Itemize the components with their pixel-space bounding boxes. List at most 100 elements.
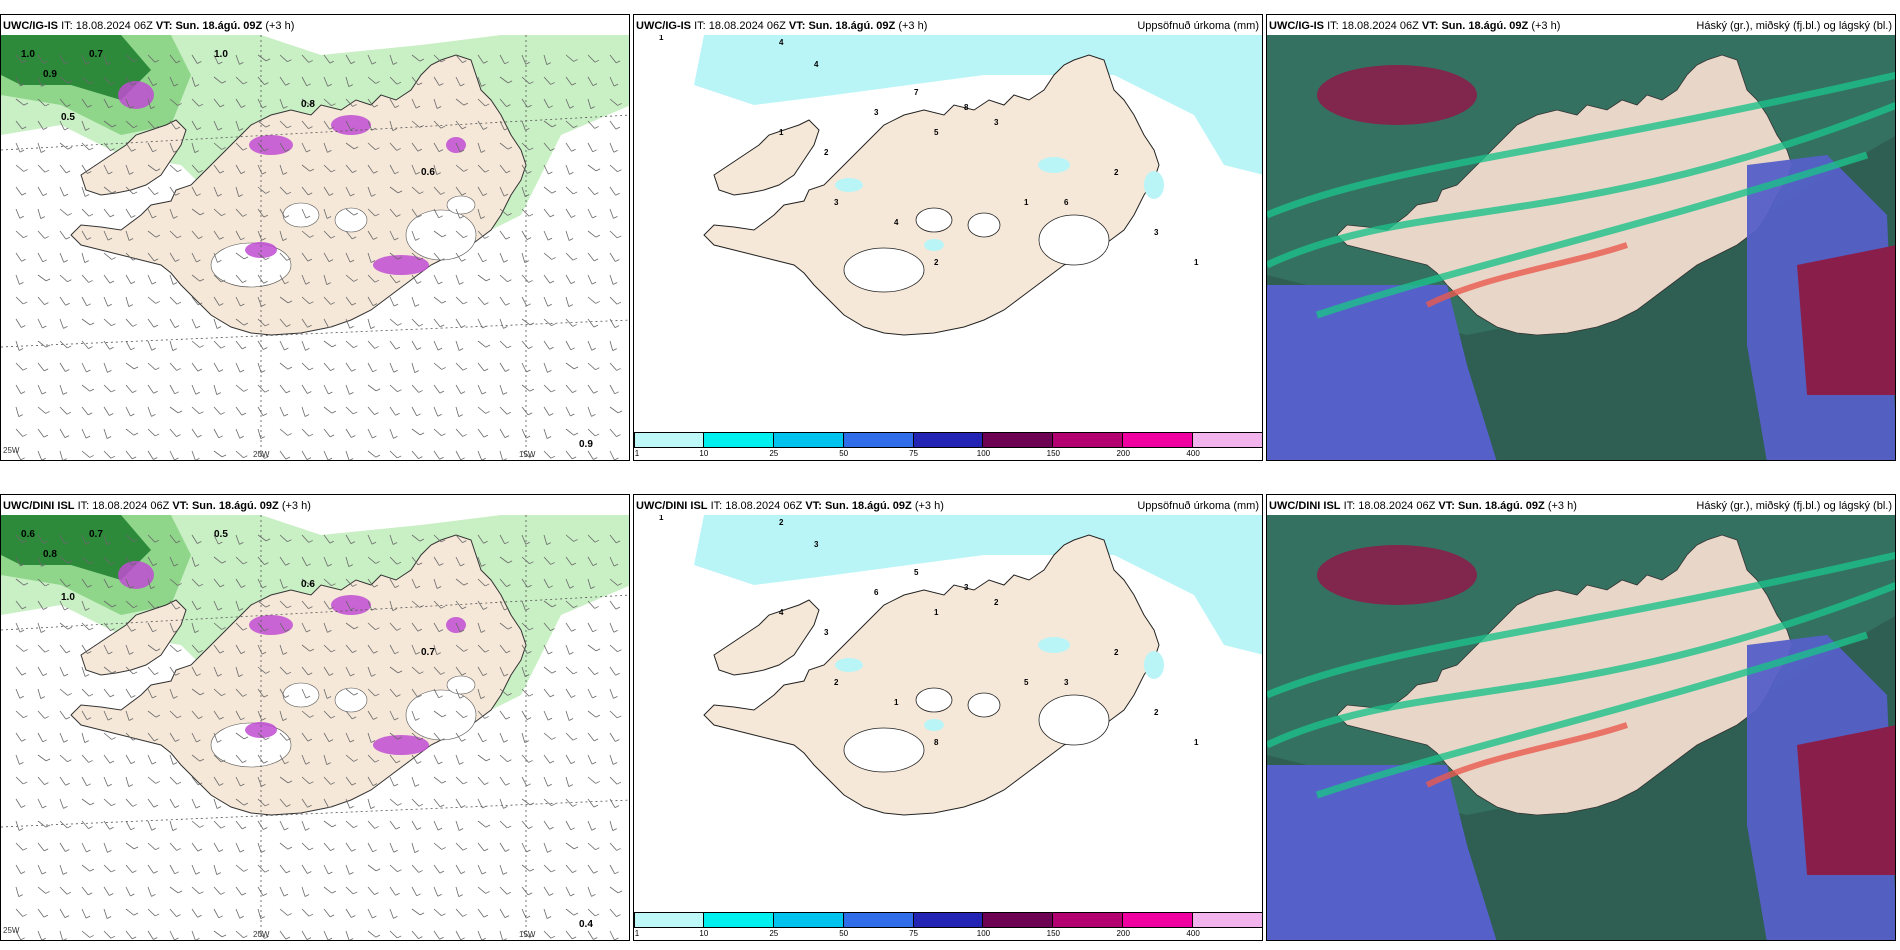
wind-barb [125,318,133,327]
wind-barb-feather [132,870,137,874]
wind-barb [411,428,421,436]
wind-barb [521,252,526,263]
wind-barb [279,842,289,850]
wind-barb [59,252,65,263]
wind-barb-feather [549,893,554,896]
wind-barb-feather [129,105,134,109]
wind-barb [235,930,244,938]
wind-barb [147,908,156,917]
wind-barb [103,428,108,439]
wind-barb-feather [568,304,573,307]
wind-barb-feather [195,391,200,395]
wind-barb [81,340,89,349]
field-value-label: 0.7 [89,529,103,540]
wind-barb [59,296,66,306]
wind-barb [455,54,463,63]
wind-barb-feather [440,738,445,742]
wind-barb-feather [265,257,270,261]
wind-barb [477,886,486,894]
high-cloud-dense [1797,245,1895,395]
wind-barb-feather [283,586,288,589]
wind-barb-feather [263,280,268,284]
wind-barb [191,54,198,64]
wind-barb-feather [570,281,576,285]
wind-barb-feather [550,455,556,459]
wind-barb-feather [107,850,112,853]
wind-barb [301,252,309,262]
wind-barb [169,908,177,917]
colorbar-swatch [1193,432,1262,448]
wind-barb-feather [264,456,269,459]
wind-barb [59,754,68,762]
wind-barb [257,732,266,740]
wind-barb [455,534,463,543]
wind-barb [367,556,376,564]
valid-time: Sun. 18.ágú. 09Z [191,500,279,512]
wind-barb-feather [527,651,532,654]
wind-barb-feather [107,303,112,307]
wind-barb [411,406,418,417]
wind-barb-feather [307,258,313,262]
wind-barb-feather [175,60,181,64]
wind-barb-feather [330,715,336,719]
wind-barb-feather [353,345,358,349]
wind-barb [521,406,529,416]
wind-barb [169,186,176,196]
wind-barb-feather [67,693,72,696]
wind-barb [609,666,616,676]
wind-barb [147,886,152,897]
wind-barb [301,428,310,437]
precip-value-label: 3 [994,118,999,127]
wind-barb [125,274,132,284]
wind-barb [565,600,574,608]
wind-barb [477,732,484,743]
wind-barb [15,776,24,785]
wind-barb [499,644,507,654]
wind-barb-feather [437,347,443,351]
convective-cell [118,561,154,589]
wind-barb-feather [220,825,226,829]
wind-barb [587,908,596,917]
wind-barb [125,98,131,109]
wind-barb [81,428,87,439]
wind-barb-feather [326,696,332,699]
wind-barb [191,76,196,87]
wind-barb-feather [243,455,248,459]
wind-barb [147,54,156,63]
convective-cell [249,615,293,635]
wind-barb-feather [396,561,402,565]
wind-barb-feather [327,563,332,567]
wind-barb [587,798,595,808]
wind-barb [367,534,373,545]
wind-barb [455,820,460,831]
wind-barb [389,76,398,85]
wind-barb-feather [393,303,399,307]
wind-barb [37,842,45,852]
wind-barb-feather [19,629,25,633]
wind-barb [301,776,310,784]
wind-barb [15,842,24,851]
wind-barb-feather [155,301,160,304]
wind-barb-feather [87,892,93,896]
wind-barb [565,98,571,109]
wind-barb-feather [262,893,268,897]
wind-barb [103,578,110,589]
wind-barb-feather [217,740,222,743]
wind-barb [433,644,438,655]
wind-barb-feather [326,762,331,765]
wind-barb [191,732,197,743]
wind-barb [411,274,418,284]
wind-barb-feather [415,238,420,241]
wind-barb-feather [64,61,69,65]
wind-barb-feather [549,760,555,764]
wind-barb [191,362,199,372]
wind-barb [301,754,307,765]
wind-barb [213,754,222,763]
field-value-label: 1.0 [214,49,228,60]
wind-barb-feather [175,606,181,610]
wind-barb-feather [485,824,491,828]
wind-barb-feather [595,913,600,917]
wind-barb [477,556,482,567]
wind-barb [37,886,46,894]
wind-barb-feather [64,127,69,131]
